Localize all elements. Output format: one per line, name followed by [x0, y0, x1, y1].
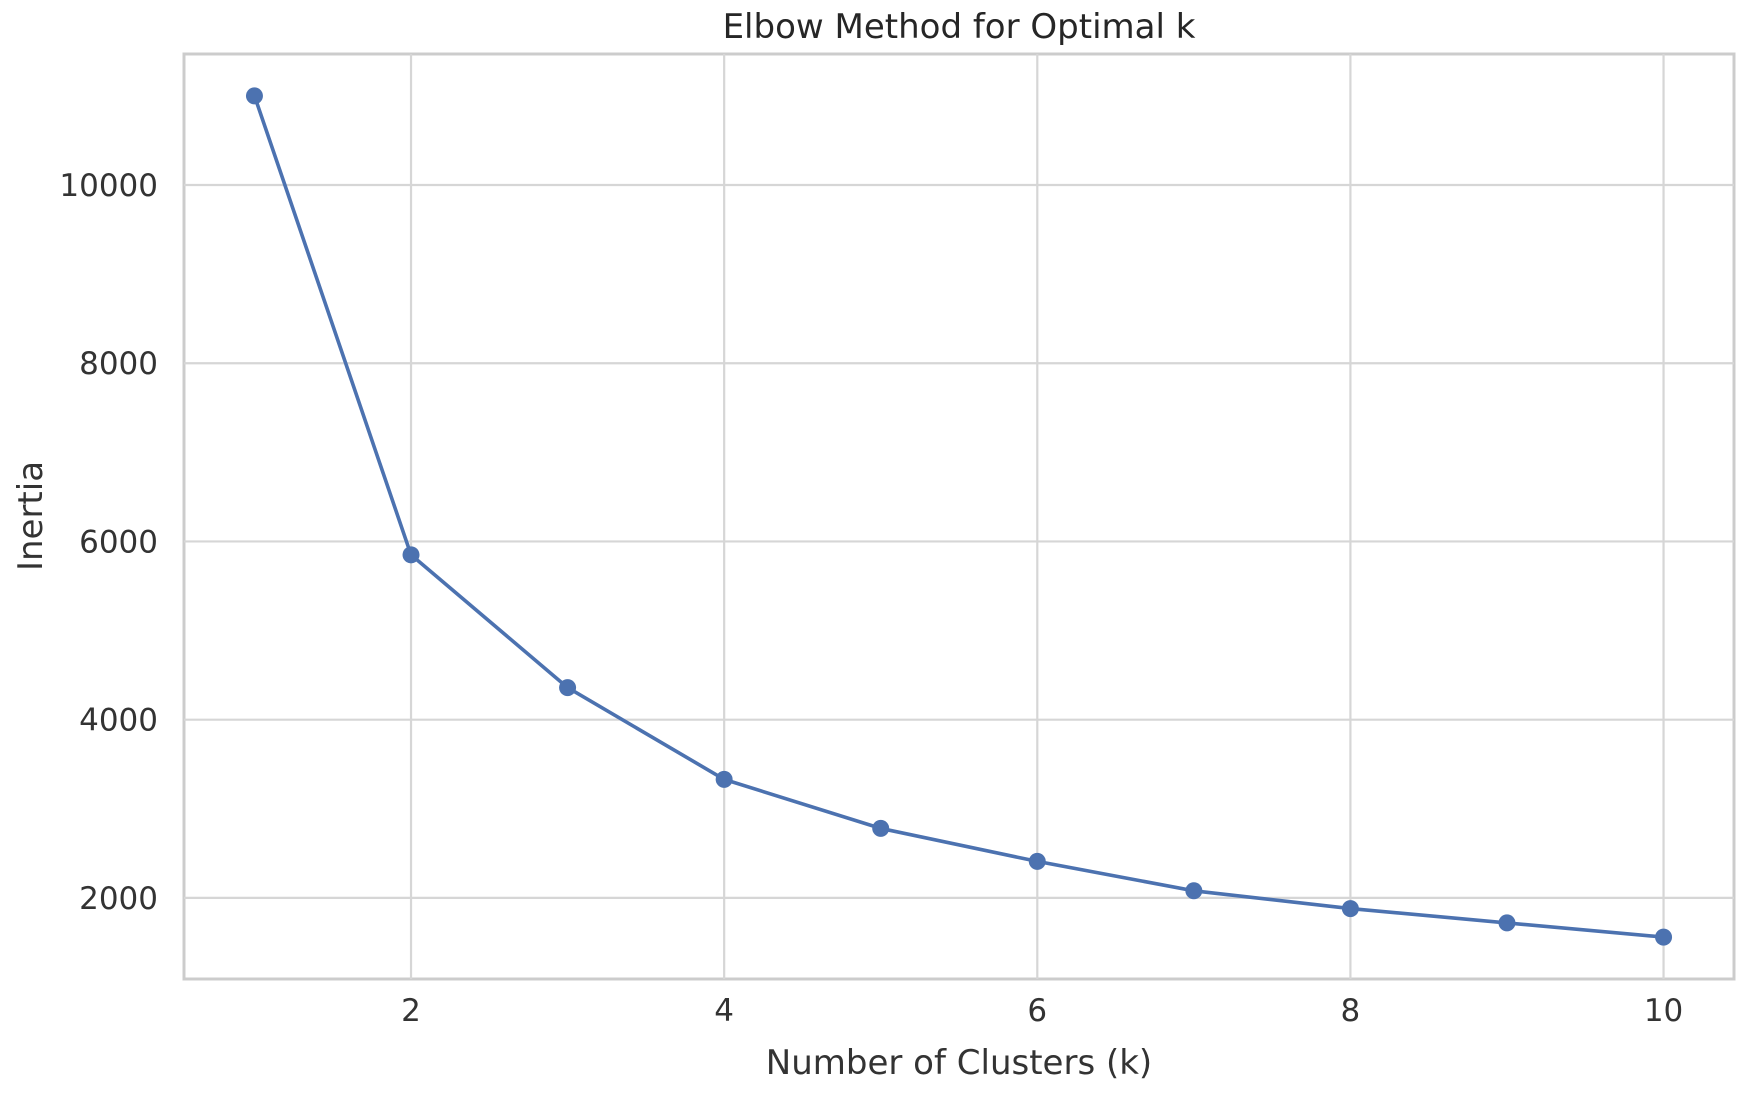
data-point	[245, 87, 263, 105]
y-tick-labels: 2000 4000 6000 8000 10000	[59, 168, 158, 917]
chart-title: Elbow Method for Optimal k	[723, 7, 1196, 47]
x-axis-label: Number of Clusters (k)	[766, 1043, 1152, 1083]
x-tick-label: 4	[714, 993, 734, 1029]
data-point	[872, 819, 890, 837]
data-point	[715, 770, 733, 788]
x-tick-label: 2	[401, 993, 421, 1029]
data-point	[402, 546, 420, 564]
plot-area	[182, 52, 1736, 981]
data-point	[1028, 852, 1046, 870]
data-point	[1655, 928, 1673, 946]
data-point	[1341, 900, 1359, 918]
data-point	[1498, 914, 1516, 932]
y-gridlines	[184, 183, 1734, 900]
y-tick-label: 6000	[79, 524, 158, 560]
x-tick-label: 8	[1341, 993, 1361, 1029]
series-group	[245, 87, 1673, 946]
y-axis-label: Inertia	[11, 461, 51, 571]
data-point	[1185, 882, 1203, 900]
x-gridlines	[409, 54, 1665, 979]
series-line	[252, 94, 1666, 939]
x-tick-labels: 2 4 6 8 10	[401, 993, 1683, 1029]
y-tick-label: 2000	[79, 881, 158, 917]
x-tick-label: 10	[1644, 993, 1683, 1029]
data-point	[559, 679, 577, 697]
y-tick-label: 4000	[79, 703, 158, 739]
y-tick-label: 10000	[59, 168, 158, 204]
y-tick-label: 8000	[79, 346, 158, 382]
x-tick-label: 6	[1027, 993, 1047, 1029]
